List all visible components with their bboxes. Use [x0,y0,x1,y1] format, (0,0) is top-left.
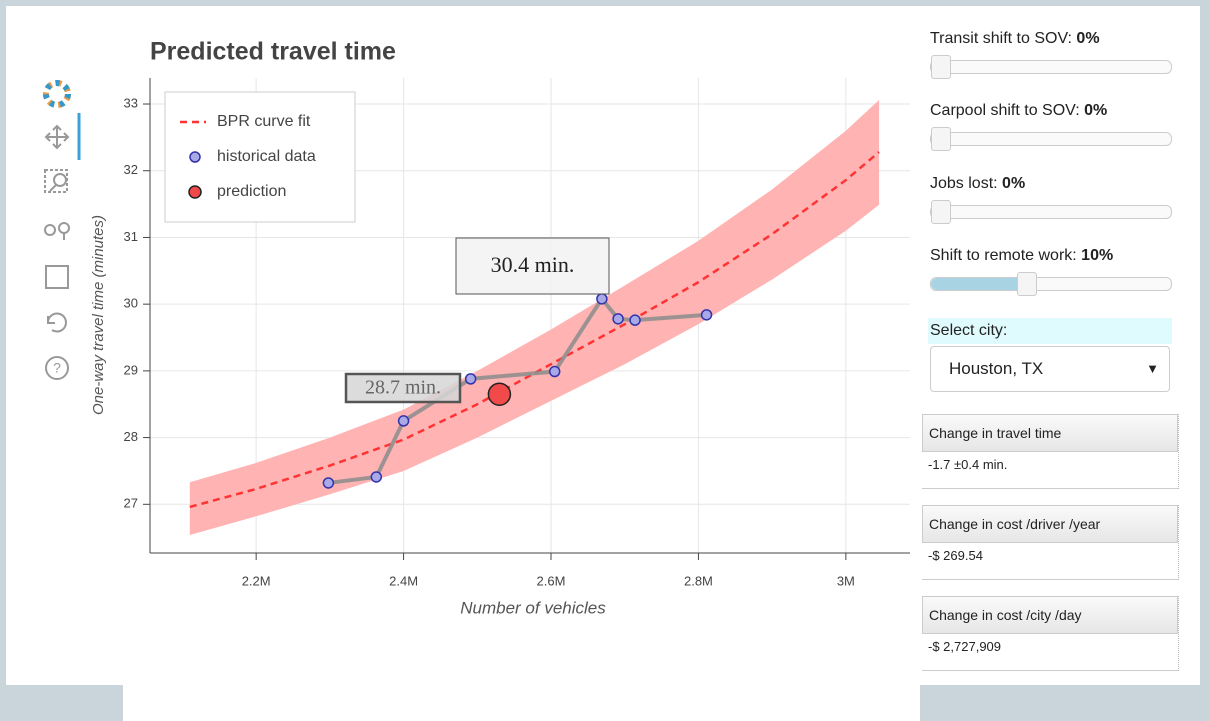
data-point [700,309,713,321]
data-point [370,471,383,483]
data-point [322,477,335,489]
legend-label: BPR curve fit [217,113,311,130]
annotation: 28.7 min. [365,377,441,399]
y-tick-label: 27 [124,496,138,511]
y-axis-label: One-way travel time (minutes) [90,215,107,415]
help-icon: ? [53,360,61,376]
legend-swatch [189,151,201,163]
slider-value: 10% [1081,247,1114,264]
chart-title: Predicted travel time [150,38,396,66]
slider-label: Transit shift to SOV: 0% [930,30,1175,48]
slider-label: Carpool shift to SOV: 0% [930,102,1175,120]
y-tick-label: 30 [124,296,138,311]
chart: Predicted travel time ? Number of vehicl… [43,38,910,617]
table-cell: -$ 2,727,909 [922,634,1178,671]
y-tick-label: 33 [124,95,138,110]
slider: Transit shift to SOV: 0% [930,30,1175,79]
legend-label: prediction [217,183,286,200]
x-tick-label: 2.8M [684,573,713,588]
logo [43,80,71,108]
x-axis-label: Number of vehicles [460,598,606,617]
slider-value: 0% [1084,102,1108,119]
slider: Carpool shift to SOV: 0% [930,102,1175,151]
slider-fill [931,278,1026,290]
table-cell: -$ 269.54 [922,543,1178,580]
save-tool[interactable] [45,265,69,289]
pan-tool[interactable] [44,124,70,150]
x-tick-label: 3M [837,573,855,588]
table: Change in travel time -1.7 ±0.4 min. [922,414,1179,489]
help-tool[interactable] [45,356,69,380]
slider-handle[interactable] [931,55,951,79]
slider-name: Jobs lost: [930,175,998,192]
table: Change in cost /driver /year -$ 269.54 [922,505,1179,580]
slider: Shift to remote work: 10% [930,247,1175,296]
slider-name: Carpool shift to SOV: [930,102,1080,119]
select-box[interactable]: Houston, TX ▼ [930,346,1170,392]
y-tick-label: 28 [124,429,138,444]
slider-value: 0% [1076,30,1100,47]
table-header: Change in travel time [922,414,1178,452]
x-tick-label: 2.6M [537,573,566,588]
slider: Jobs lost: 0% [930,175,1175,224]
select-arrow: ▼ [1146,361,1159,376]
data-point [629,314,641,326]
slider-name: Shift to remote work: [930,247,1077,264]
slider-handle[interactable] [931,127,951,151]
prediction-point [487,382,512,406]
y-tick-label: 32 [124,162,138,177]
data-point [612,313,624,325]
slider-track [930,272,1172,296]
wheel-zoom-tool[interactable] [44,222,70,240]
slider-handle[interactable] [931,200,951,224]
select-label: Select city: [928,318,1172,344]
x-tick-label: 2.2M [242,573,271,588]
slider-label: Jobs lost: 0% [930,175,1175,193]
slider-name: Transit shift to SOV: [930,30,1072,47]
select-value: Houston, TX [949,359,1044,378]
data-point [596,293,608,305]
slider-track [930,55,1172,79]
table-header: Change in cost /driver /year [922,505,1178,543]
annotation-box [455,237,610,295]
y-tick-label: 29 [124,362,138,377]
slider-track [930,200,1172,224]
annotation: 30.4 min. [491,252,575,277]
toolbar: ? [43,80,81,380]
table-header: Change in cost /city /day [922,596,1178,634]
legend-swatch [188,185,202,199]
table-cell: -1.7 ±0.4 min. [922,452,1178,489]
panel-bottom [123,685,920,721]
legend-label: historical data [217,148,316,165]
confidence-band [189,100,880,535]
x-tick-label: 2.4M [389,573,418,588]
y-tick-label: 31 [124,229,138,244]
data-point [397,415,410,427]
data-point [464,373,477,385]
table: Change in cost /city /day -$ 2,727,909 [922,596,1179,671]
slider-value: 0% [1002,175,1026,192]
reset-tool[interactable] [47,312,67,333]
annotation-box [344,372,462,404]
slider-label: Shift to remote work: 10% [930,247,1175,265]
box-zoom-tool[interactable] [44,169,68,193]
data-point [548,365,561,378]
slider-track [930,127,1172,151]
fit-line [189,151,880,509]
slider-handle[interactable] [1017,272,1037,296]
